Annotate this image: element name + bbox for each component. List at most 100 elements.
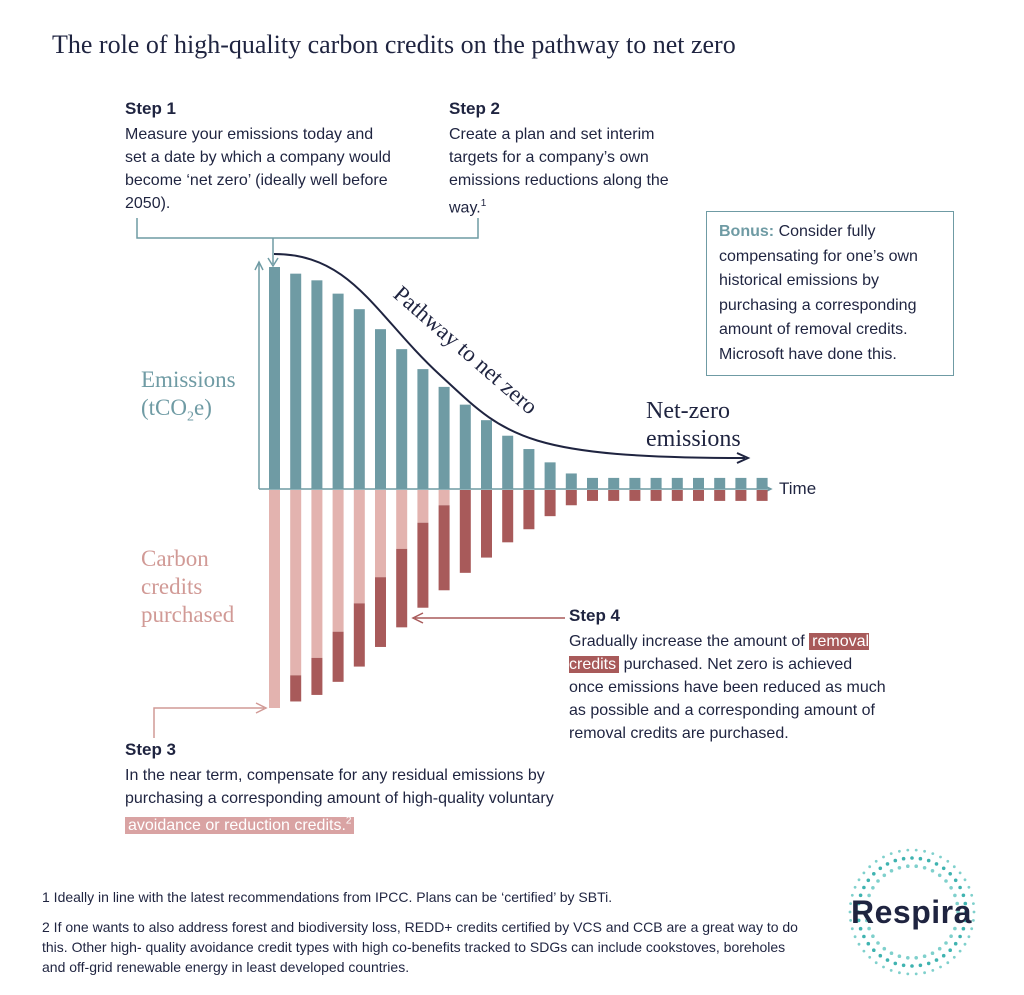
logo-dot [937,946,942,951]
logo-dot [867,893,871,898]
logo-dot [970,893,974,897]
time-axis-label: Time [779,479,817,498]
logo-dot [963,878,967,882]
logo-dot [862,949,866,953]
logo-dot [939,855,942,859]
logo-dot [906,848,910,852]
logo-dot [882,873,887,878]
logo-dot [901,963,906,968]
footnote-1: 1 Ideally in line with the latest recomm… [42,889,613,905]
respira-logo: Respira [851,894,972,930]
avoidance-credit-bar [311,490,323,658]
step3-text-pre: In the near term, compensate for any res… [125,767,554,807]
logo-dot [878,953,883,958]
logo-dot [862,885,866,890]
logo-dot [910,856,914,860]
netzero-label: Net-zero emissions [646,397,741,453]
avoidance-credit-bar [290,490,302,676]
removal-credit-bar [523,490,535,530]
logo-dot [953,878,958,883]
avoidance-credits-text: avoidance or reduction credits. [128,817,346,835]
logo-dot [882,946,887,951]
logo-dot [958,934,962,939]
removal-credit-bar [714,490,726,501]
logo-dot [964,910,968,914]
logo-dot [914,848,918,852]
removal-credit-bar [311,657,323,695]
logo-dot [866,941,871,946]
emissions-unit-post: e) [194,395,212,420]
logo-dot [930,869,935,873]
logo-dot [885,958,890,962]
logo-dot [914,972,918,976]
emissions-bar [523,449,535,489]
emissions-unit-sub: 2 [187,409,194,425]
logo-dot [871,934,875,938]
step2-footnote-ref: 1 [480,198,487,209]
logo-dot [889,969,893,972]
logo-dot [874,961,878,965]
emissions-bar [417,369,429,489]
logo-dot [866,878,871,883]
logo-dot [934,958,939,962]
logo-dot [944,941,948,945]
logo-dot [868,865,872,869]
logo-dot [972,910,976,914]
logo-dot [878,866,883,871]
emissions-bar [290,273,302,489]
logo-dot [967,885,971,889]
emissions-axis-label: Emissions (tCO2e) [141,366,236,432]
emissions-bar [332,293,344,489]
step3-arrow-line [153,707,264,738]
credits-label-line2: credits [141,574,203,599]
step4-arrowhead [411,612,424,624]
logo-dot [893,858,898,863]
logo-dot [970,927,974,931]
logo-dot [941,866,946,871]
logo-dot [923,971,926,975]
credits-axis-label: Carbon credits purchased [141,545,234,629]
step2-block: Step 2 Create a plan and set interim tar… [449,99,689,219]
emissions-bar [375,329,386,489]
removal-credit-bar [375,577,386,647]
removal-credit-bar [671,490,683,501]
footnote-2: 2 If one wants to also address forest an… [42,919,798,975]
removal-credit-bar [438,505,450,591]
logo-dot [850,927,854,931]
removal-credit-bar [290,675,302,702]
avoidance-credit-bar [375,490,386,578]
step3-heading: Step 3 [125,740,177,759]
logo-dot [857,942,861,946]
logo-dot [972,902,975,905]
logo-dot [931,969,935,972]
emissions-bar [735,477,747,489]
emissions-bar [396,349,408,489]
logo-dot [946,961,950,965]
step3-footnote-ref: 2 [345,816,352,827]
logo-dot [955,901,959,906]
emissions-label-line2: (tCO2e) [141,394,236,432]
removal-credit-bar [481,490,492,558]
logo-dot [934,862,939,866]
removal-credit-bar [693,490,704,501]
logo-dot [862,871,866,875]
logo-dot [882,855,885,859]
emissions-unit-pre: (tCO [141,395,187,420]
logo-dot [858,926,863,931]
logo-dot [937,873,942,878]
logo-dot [914,864,918,868]
logo-dot [967,935,971,939]
removal-credit-bar [396,548,408,628]
logo-dot [961,926,966,931]
step3-arrowhead [255,702,268,714]
logo-dot-ring [848,848,976,976]
logo-dot [864,910,868,914]
credits-label-line1: Carbon [141,546,209,571]
logo-dot [956,910,960,914]
logo-dot [853,885,857,889]
emissions-bar [544,462,556,489]
avoidance-credits-highlight: avoidance or reduction credits.2 [125,816,355,835]
logo-dot [949,886,953,890]
bonus-label: Bonus: [719,223,775,240]
logo-dot [958,885,962,890]
